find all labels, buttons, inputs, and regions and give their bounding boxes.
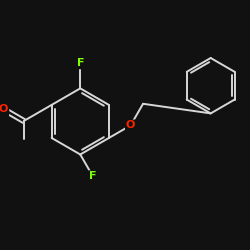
Text: O: O	[126, 120, 135, 130]
Text: O: O	[0, 104, 8, 114]
Text: F: F	[89, 171, 96, 181]
Text: F: F	[76, 58, 84, 68]
